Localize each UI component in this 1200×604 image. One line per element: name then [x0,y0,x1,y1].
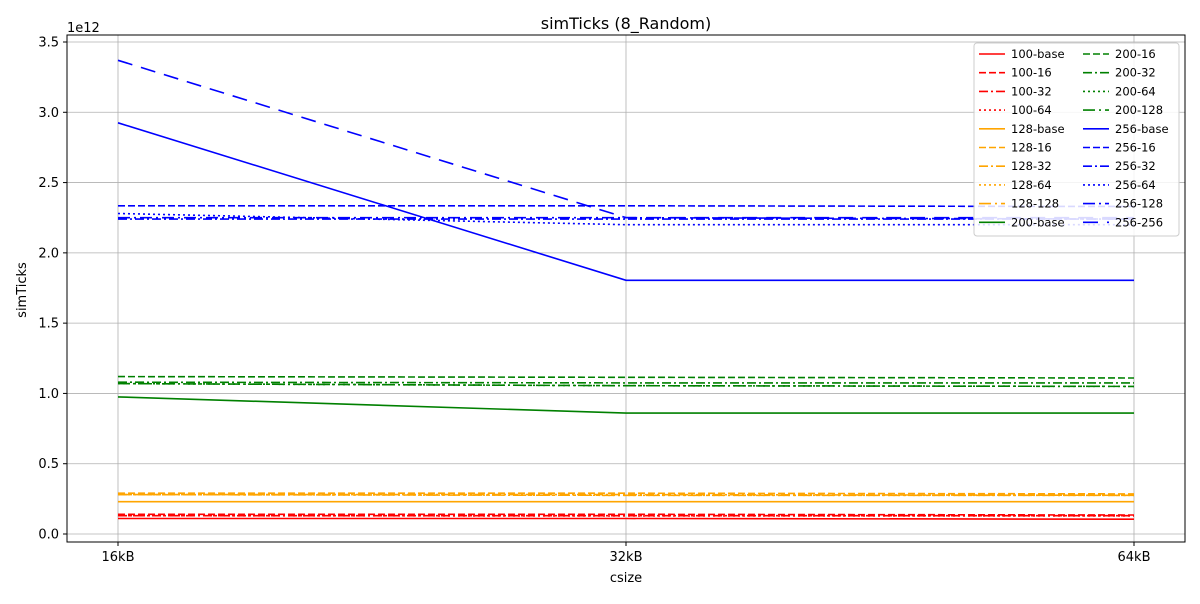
x-tick-label: 16kB [102,550,135,565]
legend-label: 100-64 [1011,103,1052,117]
legend-label: 256-base [1115,122,1169,136]
y-tick-label: 3.5 [38,36,59,51]
legend-label: 128-base [1011,122,1065,136]
y-tick-label: 0.0 [38,528,59,543]
legend-label: 200-base [1011,215,1065,229]
x-tick-label: 32kB [610,550,643,565]
y-tick-label: 0.5 [38,457,59,472]
legend-label: 256-64 [1115,178,1156,192]
legend-label: 200-32 [1115,66,1156,80]
legend-label: 256-32 [1115,159,1156,173]
legend-label: 128-128 [1011,197,1059,211]
legend-label: 100-base [1011,47,1065,61]
y-tick-label: 3.0 [38,106,59,121]
chart-title: simTicks (8_Random) [541,14,711,34]
legend-label: 200-16 [1115,47,1156,61]
legend-label: 256-16 [1115,141,1156,155]
y-axis-scale-label: 1e12 [67,21,100,36]
legend-label: 100-16 [1011,66,1052,80]
legend-label: 128-32 [1011,159,1052,173]
y-tick-label: 2.5 [38,176,59,191]
x-tick-label: 64kB [1118,550,1151,565]
legend-label: 128-16 [1011,141,1052,155]
legend: 100-base 100-16 100-32 100-64 128-base 128-16… [974,43,1179,236]
legend-label: 256-256 [1115,215,1163,229]
legend-label: 200-64 [1115,84,1156,98]
y-axis-label: simTicks [15,262,30,318]
legend-label: 100-32 [1011,84,1052,98]
x-axis-label: csize [610,571,642,586]
y-tick-label: 2.0 [38,246,59,261]
y-tick-label: 1.5 [38,317,59,332]
legend-label: 256-128 [1115,197,1163,211]
legend-label: 128-64 [1011,178,1052,192]
series-line-100-base [118,519,1134,520]
legend-label: 200-128 [1115,103,1163,117]
y-tick-label: 1.0 [38,387,59,402]
